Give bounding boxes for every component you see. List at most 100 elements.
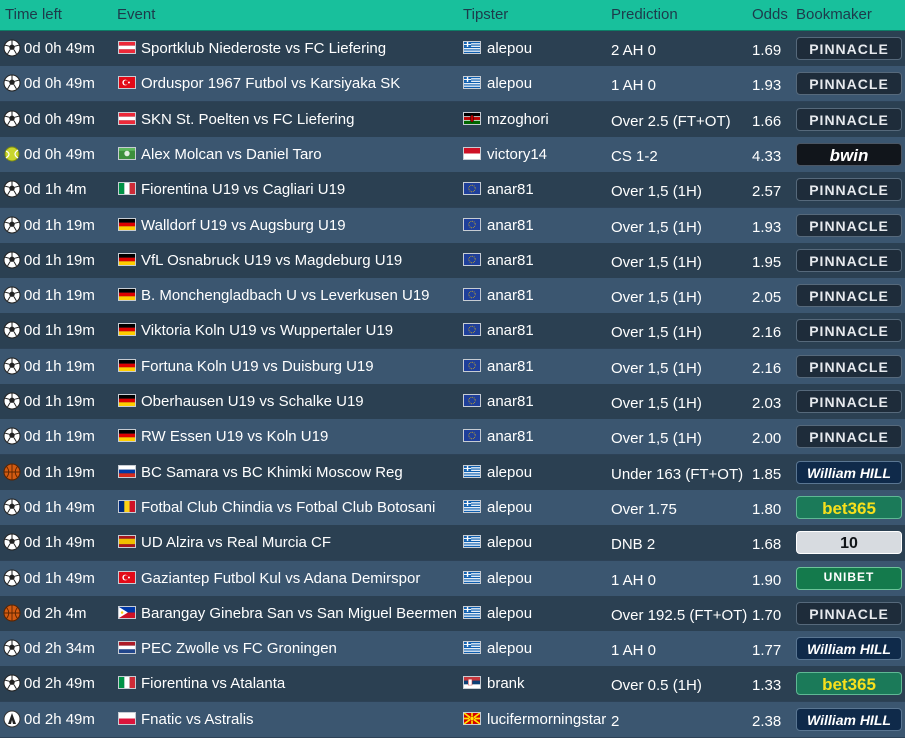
table-row[interactable]: 0d 1h 49m Gaziantep Futbol Kul vs Adana D… [0,560,905,596]
bookmaker-name: PINNACLE [809,323,889,340]
tipster-link[interactable]: alepou [487,569,533,587]
tipster-link[interactable]: anar81 [487,357,534,375]
time-left: 0d 1h 49m [24,498,95,516]
event-link[interactable]: Fnatic vs Astralis [141,710,254,728]
table-row[interactable]: 0d 1h 19m BC Samara vs BC Khimki Moscow R… [0,454,905,490]
tipster-link[interactable]: anar81 [487,181,534,199]
prediction: Over 1.75 [611,500,677,518]
bookmaker-logo-button[interactable]: William HILL [796,637,902,661]
table-row[interactable]: 0d 1h 49m UD Alzira vs Real Murcia CF alep… [0,525,905,561]
bookmaker-logo-button[interactable]: 10 [796,531,902,555]
event-country-flag-icon [118,394,136,407]
tipster-link[interactable]: alepou [487,463,533,481]
event-link[interactable]: Walldorf U19 vs Augsburg U19 [141,216,346,234]
tipster-link[interactable]: alepou [487,40,533,57]
tipster-link[interactable]: anar81 [487,287,534,305]
event-link[interactable]: SKN St. Poelten vs FC Liefering [141,110,355,128]
table-row[interactable]: 0d 0h 49m Alex Molcan vs Daniel Taro victo… [0,136,905,172]
bookmaker-logo-button[interactable]: PINNACLE [796,213,902,237]
tipster-link[interactable]: mzoghori [487,110,549,128]
tipster-link[interactable]: alepou [487,498,533,516]
table-row[interactable]: 0d 1h 19m Walldorf U19 vs Augsburg U19 ana… [0,207,905,243]
bookmaker-logo-button[interactable]: PINNACLE [796,107,902,131]
bookmaker-logo-button[interactable]: PINNACLE [796,178,902,202]
event-link[interactable]: Fiorentina U19 vs Cagliari U19 [141,181,346,199]
table-row[interactable]: 0d 2h 49m Fnatic vs Astralis lucifermornin… [0,701,905,737]
bookmaker-logo-button[interactable]: bwin [796,142,902,166]
bookmaker-logo-button[interactable]: William HILL [796,707,902,731]
bookmaker-logo-button[interactable]: PINNACLE [796,319,902,343]
table-row[interactable]: 0d 1h 4m Fiorentina U19 vs Cagliari U19 an… [0,172,905,208]
tipster-link[interactable]: alepou [487,640,533,658]
table-row[interactable]: 0d 0h 49m Sportklub Niederoste vs FC Lief… [0,31,905,66]
tipster-link[interactable]: lucifermorningstar [487,710,607,728]
tipster-link[interactable]: anar81 [487,216,534,234]
bookmaker-name: William HILL [807,464,891,481]
tipster-link[interactable]: anar81 [487,428,534,446]
bookmaker-logo-button[interactable]: PINNACLE [796,390,902,413]
header-time-left[interactable]: Time left [5,6,62,23]
time-left: 0d 1h 4m [24,181,87,199]
event-link[interactable]: Sportklub Niederoste vs FC Liefering [141,40,387,57]
bookmaker-name: PINNACLE [809,217,889,234]
bookmaker-logo-button[interactable]: PINNACLE [796,72,902,96]
bookmaker-logo-button[interactable]: PINNACLE [796,37,902,60]
bookmaker-logo-button[interactable]: PINNACLE [796,284,902,308]
event-link[interactable]: Barangay Ginebra San vs San Miguel Beerm… [141,604,458,622]
tipster-link[interactable]: alepou [487,75,533,93]
event-link[interactable]: B. Monchengladbach U vs Leverkusen U19 [141,287,430,305]
bookmaker-logo-button[interactable]: UNIBET [796,566,902,590]
table-row[interactable]: 0d 1h 19m B. Monchengladbach U vs Leverku… [0,278,905,314]
event-link[interactable]: Fortuna Koln U19 vs Duisburg U19 [141,357,374,375]
header-bookmaker[interactable]: Bookmaker [796,6,872,23]
tipster-link[interactable]: anar81 [487,393,534,410]
bookmaker-name: bet365 [822,498,876,518]
tipster-link[interactable]: victory14 [487,145,548,163]
event-link[interactable]: Orduspor 1967 Futbol vs Karsiyaka SK [141,75,401,93]
prediction: 1 AH 0 [611,77,657,95]
header-odds[interactable]: Odds [752,6,788,23]
table-row[interactable]: 0d 1h 19m Fortuna Koln U19 vs Duisburg U1… [0,348,905,384]
bookmaker-logo-button[interactable]: bet365 [796,672,902,696]
bookmaker-logo-button[interactable]: PINNACLE [796,248,902,272]
table-row[interactable]: 0d 1h 19m Oberhausen U19 vs Schalke U19 an… [0,384,905,419]
tipster-link[interactable]: alepou [487,534,533,552]
tipster-link[interactable]: anar81 [487,251,534,269]
event-link[interactable]: RW Essen U19 vs Koln U19 [141,428,329,446]
header-event[interactable]: Event [117,6,156,23]
table-row[interactable]: 0d 1h 19m VfL Osnabruck U19 vs Magdeburg … [0,242,905,278]
time-left: 0d 1h 19m [24,287,95,305]
bookmaker-logo-button[interactable]: PINNACLE [796,354,902,378]
event-link[interactable]: BC Samara vs BC Khimki Moscow Reg [141,463,403,481]
tipster-link[interactable]: alepou [487,604,533,622]
bookmaker-logo-button[interactable]: William HILL [796,460,902,484]
tipster-link[interactable]: anar81 [487,322,534,340]
header-prediction[interactable]: Prediction [611,6,678,23]
event-link[interactable]: VfL Osnabruck U19 vs Magdeburg U19 [141,251,403,269]
prediction: Over 1,5 (1H) [611,289,702,307]
tipster-link[interactable]: brank [487,675,525,693]
event-link[interactable]: Gaziantep Futbol Kul vs Adana Demirspor [141,569,421,587]
table-row[interactable]: 0d 2h 49m Fiorentina vs Atalanta brank Over… [0,666,905,702]
table-row[interactable]: 0d 2h 4m Barangay Ginebra San vs San Migu… [0,595,905,631]
tipster-country-flag-icon [463,182,481,196]
table-row[interactable]: 0d 1h 19m Viktoria Koln U19 vs Wuppertale… [0,313,905,349]
event-link[interactable]: PEC Zwolle vs FC Groningen [141,640,337,658]
event-link[interactable]: Fiorentina vs Atalanta [141,675,286,693]
event-link[interactable]: Alex Molcan vs Daniel Taro [141,145,322,163]
event-link[interactable]: Oberhausen U19 vs Schalke U19 [141,393,364,410]
table-row[interactable]: 0d 0h 49m Orduspor 1967 Futbol vs Karsiya… [0,66,905,102]
prediction: Over 1,5 (1H) [611,218,702,236]
event-link[interactable]: Viktoria Koln U19 vs Wuppertaler U19 [141,322,394,340]
bookmaker-logo-button[interactable]: PINNACLE [796,601,902,625]
table-row[interactable]: 0d 2h 34m PEC Zwolle vs FC Groningen alepo… [0,631,905,667]
table-row[interactable]: 0d 1h 19m RW Essen U19 vs Koln U19 anar81 O… [0,419,905,455]
tipster-country-flag-icon [463,570,481,584]
event-link[interactable]: Fotbal Club Chindia vs Fotbal Club Botos… [141,498,436,516]
event-link[interactable]: UD Alzira vs Real Murcia CF [141,534,332,552]
table-row[interactable]: 0d 1h 49m Fotbal Club Chindia vs Fotbal C… [0,489,905,525]
bookmaker-logo-button[interactable]: bet365 [796,495,902,519]
bookmaker-logo-button[interactable]: PINNACLE [796,425,902,449]
header-tipster[interactable]: Tipster [463,6,509,23]
table-row[interactable]: 0d 0h 49m SKN St. Poelten vs FC Liefering… [0,101,905,137]
